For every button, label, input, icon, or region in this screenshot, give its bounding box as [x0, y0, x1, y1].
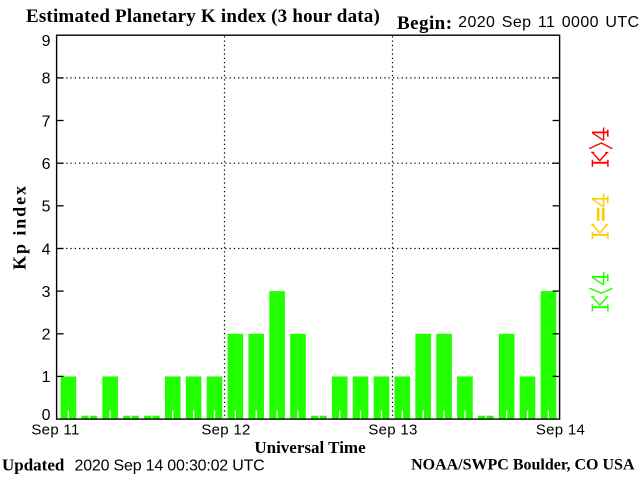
svg-text:Kp index: Kp index [10, 184, 30, 270]
svg-text:Sep 14: Sep 14 [536, 422, 585, 439]
svg-text:Sep 11: Sep 11 [31, 422, 79, 439]
svg-text:2: 2 [42, 327, 51, 344]
svg-text:Sep 13: Sep 13 [368, 422, 417, 439]
svg-text:6: 6 [42, 156, 51, 173]
svg-text:3: 3 [42, 284, 51, 301]
svg-text:2020 Sep 11 0000 UTC: 2020 Sep 11 0000 UTC [458, 14, 639, 31]
svg-text:8: 8 [42, 71, 51, 88]
svg-text:NOAA/SWPC Boulder, CO USA: NOAA/SWPC Boulder, CO USA [411, 457, 635, 474]
svg-text:9: 9 [42, 33, 51, 50]
svg-text:5: 5 [42, 199, 51, 216]
svg-text:Begin:: Begin: [397, 13, 452, 34]
svg-text:Sep 12: Sep 12 [201, 422, 250, 439]
svg-text:2020 Sep 14 00:30:02 UTC: 2020 Sep 14 00:30:02 UTC [75, 458, 265, 475]
svg-text:4: 4 [42, 241, 51, 258]
svg-text:7: 7 [42, 113, 51, 130]
svg-text:Estimated Planetary K index (3: Estimated Planetary K index (3 hour data… [26, 6, 380, 27]
svg-text:Updated: Updated [2, 456, 65, 475]
svg-text:Universal Time: Universal Time [254, 438, 366, 457]
svg-text:1: 1 [42, 369, 51, 386]
svg-text:0: 0 [42, 407, 51, 424]
